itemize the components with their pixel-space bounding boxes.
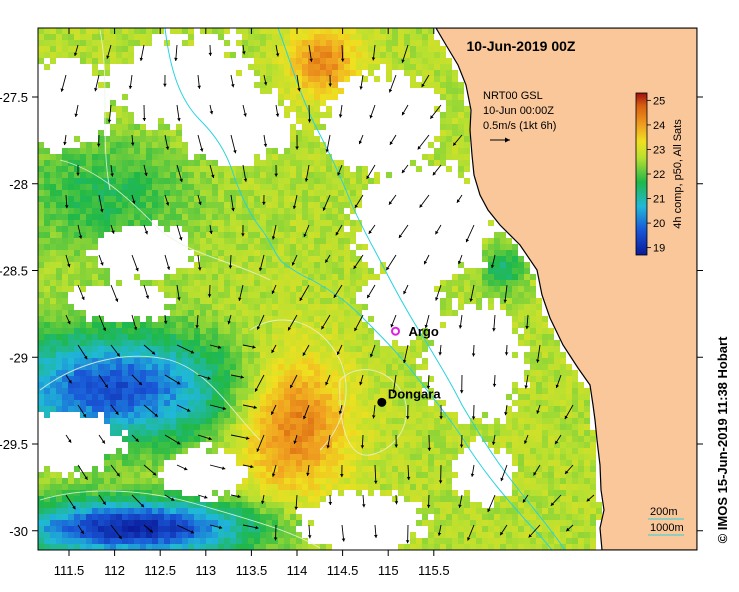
product-info: NRT00 GSL 10-Jun 00:00Z 0.5m/s (1kt 6h): [483, 90, 556, 143]
surface-current-arrows: [60, 44, 595, 544]
y-tick-label: -29.5: [0, 437, 28, 452]
depth-legend: 200m 1000m: [648, 506, 684, 536]
x-tick-label: 112: [104, 563, 125, 578]
info-line-product: NRT00 GSL: [483, 90, 543, 102]
land-area: [435, 28, 697, 550]
argo-label: Argo: [408, 324, 438, 339]
plot-frame: [37, 27, 698, 551]
isobath-200m: [277, 28, 566, 550]
colorbar-label: 4h comp, p50, All Sats: [672, 119, 684, 229]
y-tick-label: -29: [9, 350, 28, 365]
imos-credit: © IMOS 15-Jun-2019 11:38 Hobart: [715, 336, 730, 543]
dongara-marker: [377, 397, 387, 407]
sst-pixels: [38, 28, 602, 550]
y-tick-label: -28.5: [0, 264, 28, 279]
depth-legend-200m: 200m: [650, 506, 678, 518]
colorbar-tick-label: 24: [653, 120, 665, 132]
depth-legend-1000m: 1000m: [650, 522, 684, 534]
y-tick-label: -30: [9, 524, 28, 539]
x-tick-label: 114.5: [327, 563, 359, 578]
colorbar-tick-label: 25: [653, 95, 665, 107]
x-tick-label: 113.5: [236, 563, 268, 578]
y-tick-label: -27.5: [0, 90, 28, 105]
info-line-scale: 0.5m/s (1kt 6h): [483, 120, 556, 132]
x-tick-label: 113: [195, 563, 216, 578]
axis-ticks: [32, 28, 703, 556]
info-line-time: 10-Jun 00:00Z: [483, 105, 554, 117]
map-plot-area: [38, 28, 697, 550]
colorbar: 19 20 21 22 23 24 25 4h comp, p50, All Sats: [635, 92, 684, 256]
colorbar-ramp: [635, 92, 648, 256]
colorbar-tick-label: 21: [653, 194, 665, 206]
colorbar-tick-label: 19: [653, 243, 665, 255]
longitude-tick-labels: 111.5 112 112.5 113 113.5 114 114.5 115 115.5: [54, 563, 450, 578]
x-tick-label: 111.5: [54, 563, 85, 578]
colorbar-tick-label: 23: [653, 144, 665, 156]
argo-marker: [390, 326, 400, 336]
latitude-tick-labels: -27.5 -28 -28.5 -29 -29.5 -30: [0, 90, 28, 539]
sst-contours: [39, 29, 407, 549]
x-tick-label: 115.5: [418, 563, 450, 578]
dongara-label: Dongara: [388, 386, 442, 401]
isobath-1000m: [164, 28, 553, 550]
place-markers: Argo Dongara: [377, 324, 441, 407]
map-title: 10-Jun-2019 00Z: [467, 38, 576, 54]
colorbar-tick-label: 22: [653, 169, 665, 181]
x-tick-label: 112.5: [144, 563, 176, 578]
y-tick-label: -28: [9, 177, 28, 192]
x-tick-label: 115: [378, 563, 399, 578]
colorbar-tick-label: 20: [653, 218, 665, 230]
scale-arrow-head: [505, 137, 510, 143]
x-tick-label: 114: [287, 563, 308, 578]
colorbar-ticks: 19 20 21 22 23 24 25: [647, 95, 665, 255]
